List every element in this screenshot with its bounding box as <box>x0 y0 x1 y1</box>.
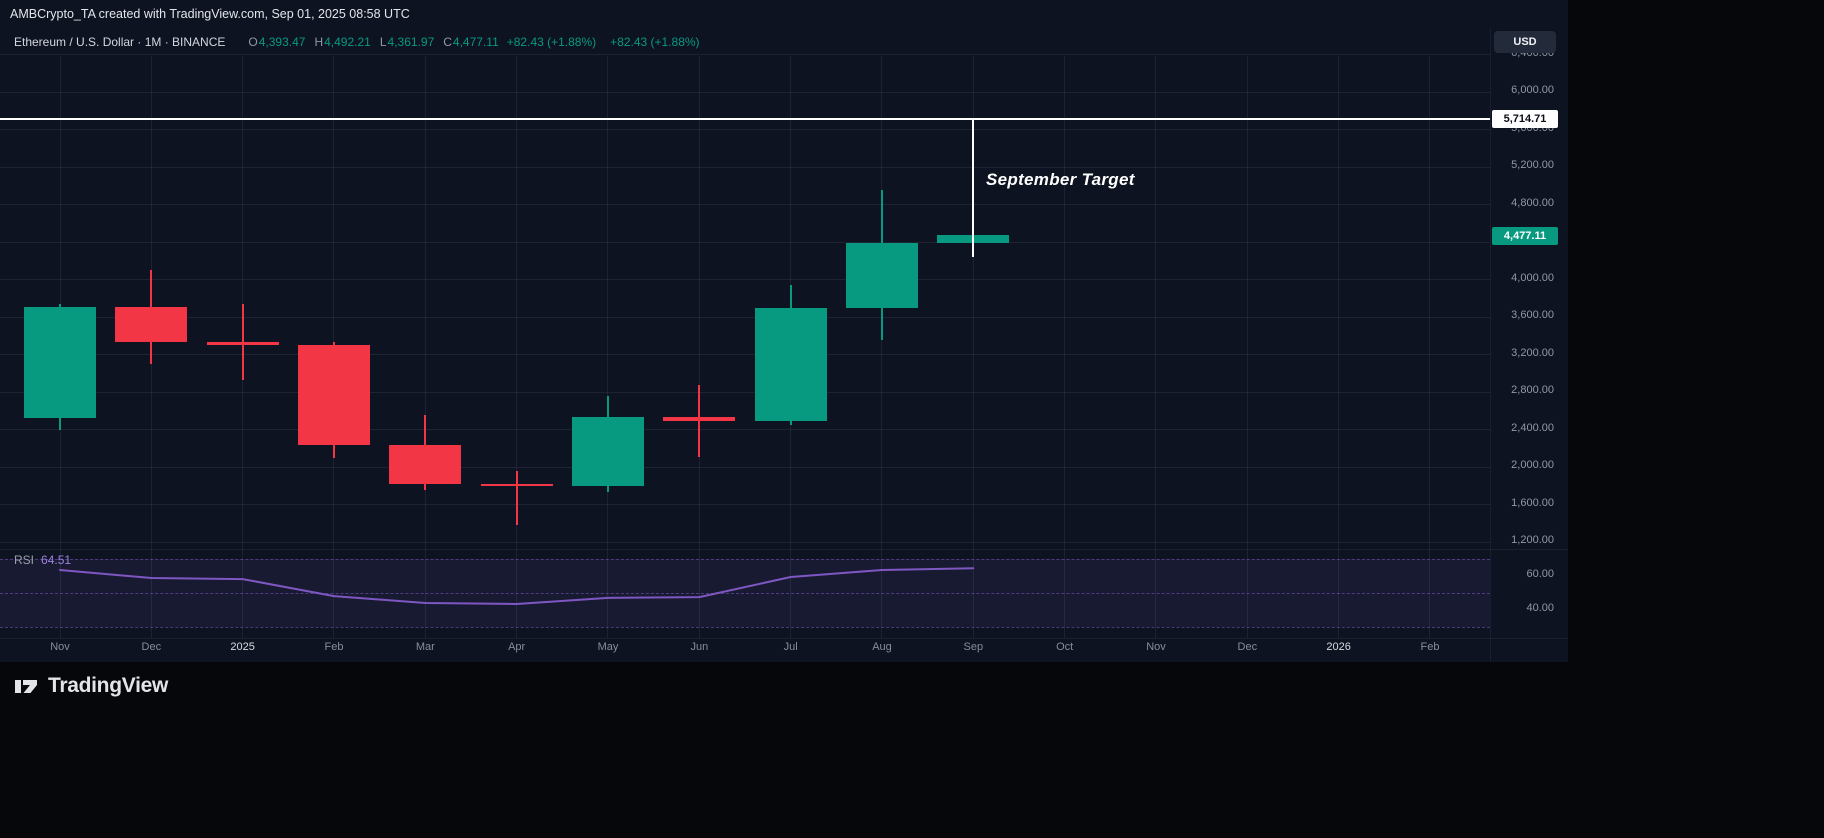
gridline-horizontal <box>0 204 1490 205</box>
gridline-horizontal <box>0 354 1490 355</box>
gridline-vertical <box>1338 56 1340 638</box>
time-axis-label[interactable]: Mar <box>415 641 435 653</box>
target-price-axis-label[interactable]: 5,714.71 <box>1492 110 1558 128</box>
symbol-title[interactable]: Ethereum / U.S. Dollar · 1M · BINANCE <box>14 35 226 49</box>
pane-separator-main-rsi[interactable] <box>0 549 1568 550</box>
target-price-line[interactable] <box>0 117 1490 120</box>
gridline-horizontal <box>0 541 1490 543</box>
candle-body <box>845 242 918 308</box>
gridline-horizontal <box>0 391 1490 393</box>
candle-body <box>754 307 827 422</box>
price-axis-border <box>1490 28 1491 662</box>
time-axis-label[interactable]: Nov <box>50 641 70 653</box>
rsi-band-line <box>0 627 1490 628</box>
price-axis-label[interactable]: 2,000.00 <box>1511 459 1554 471</box>
price-axis-label[interactable]: 2,800.00 <box>1511 384 1554 396</box>
price-axis-label[interactable]: 4,800.00 <box>1511 196 1554 209</box>
gridline-horizontal <box>0 54 1490 55</box>
symbol-bar: Ethereum / U.S. Dollar · 1M · BINANCE O4,… <box>14 35 700 49</box>
time-axis-label[interactable]: Feb <box>1420 641 1440 653</box>
ohlc-readout: O4,393.47 H4,492.21 L4,361.97 C4,477.11 +82.… <box>239 35 596 49</box>
price-axis-label[interactable]: 4,000.00 <box>1511 271 1554 284</box>
gridline-horizontal <box>0 466 1490 468</box>
ohlc-key: L <box>379 35 387 49</box>
gridline-horizontal <box>0 504 1490 505</box>
time-axis-label[interactable]: Aug <box>872 641 892 653</box>
ohlc-key: H <box>314 35 324 49</box>
candle-body <box>24 307 96 419</box>
candle-body <box>297 345 370 445</box>
rsi-legend[interactable]: RSI 64.51 <box>14 553 71 567</box>
candle-body <box>571 417 644 487</box>
time-axis-label[interactable]: 2025 <box>230 641 255 653</box>
tradingview-logo-text: TradingView <box>48 674 169 697</box>
gridline-horizontal <box>0 241 1490 243</box>
gridline-horizontal <box>0 316 1490 318</box>
rsi-band-line <box>0 559 1490 560</box>
time-axis-label[interactable]: Oct <box>1056 641 1074 653</box>
currency-toggle-button[interactable]: USD <box>1494 31 1556 53</box>
rsi-indicator-value: 64.51 <box>41 553 72 567</box>
time-axis-label[interactable]: Dec <box>1237 641 1258 653</box>
gridline-vertical <box>1155 56 1157 638</box>
price-axis-label[interactable]: 2,400.00 <box>1511 421 1554 434</box>
gridline-horizontal <box>0 429 1490 430</box>
time-axis-label[interactable]: Nov <box>1146 641 1166 653</box>
gridline-vertical <box>424 56 426 638</box>
rsi-indicator-name: RSI <box>14 553 35 567</box>
candle-body <box>480 483 553 487</box>
gridline-vertical <box>972 56 974 638</box>
september-target-annotation[interactable]: September Target <box>986 170 1135 189</box>
price-axis-label[interactable]: 3,200.00 <box>1511 346 1554 359</box>
ohlc-key: C <box>443 35 452 49</box>
time-axis-label[interactable]: Apr <box>508 641 526 653</box>
time-axis-label[interactable]: 2026 <box>1326 641 1351 653</box>
ohlc-value: 4,393.47 <box>258 35 306 49</box>
candle-body <box>663 417 736 422</box>
candle-wick <box>515 471 518 525</box>
ohlc-value: 4,477.11 <box>452 35 499 49</box>
change-readout-secondary: +82.43 (+1.88%) <box>610 35 700 49</box>
rsi-axis-label[interactable]: 60.00 <box>1526 568 1554 580</box>
gridline-horizontal <box>0 166 1490 168</box>
gridline-vertical <box>881 56 883 638</box>
price-axis-label[interactable]: 1,200.00 <box>1511 534 1554 546</box>
ohlc-value: 4,361.97 <box>387 35 435 49</box>
current-price-axis-label: 4,477.11 <box>1492 227 1558 245</box>
rsi-band-line <box>0 593 1490 594</box>
ohlc-value: 4,492.21 <box>324 35 371 49</box>
tradingview-logo[interactable]: TradingView <box>12 672 168 700</box>
target-vertical-line[interactable] <box>972 118 975 257</box>
time-axis-label[interactable]: Jul <box>783 641 798 653</box>
gridline-vertical <box>1429 56 1431 638</box>
gridline-vertical <box>1064 56 1066 638</box>
attribution-text: AMBCrypto_TA created with TradingView.co… <box>10 7 410 21</box>
time-axis-label[interactable]: Jun <box>690 641 709 653</box>
gridline-horizontal <box>0 279 1490 280</box>
change-readout: +82.43 (+1.88%) <box>506 35 597 49</box>
price-axis-label[interactable]: 3,600.00 <box>1511 309 1554 321</box>
price-axis-label[interactable]: 1,600.00 <box>1511 496 1554 509</box>
time-axis-label[interactable]: Sep <box>963 641 984 653</box>
gridline-vertical <box>1246 56 1248 638</box>
gridline-vertical <box>698 56 700 638</box>
gridline-vertical <box>607 56 609 638</box>
tradingview-logo-icon <box>12 672 40 700</box>
time-axis-label[interactable]: May <box>597 641 619 653</box>
time-axis-label[interactable]: Feb <box>324 641 344 653</box>
pane-separator-rsi-timeaxis <box>0 638 1568 639</box>
gridline-vertical <box>516 56 518 638</box>
price-axis-label[interactable]: 5,200.00 <box>1511 159 1554 171</box>
gridline-horizontal <box>0 91 1490 93</box>
candle-body <box>389 444 462 484</box>
ohlc-key: O <box>248 35 258 49</box>
time-axis-label[interactable]: Dec <box>141 641 162 653</box>
candle-body <box>115 307 188 342</box>
rsi-axis-label[interactable]: 40.00 <box>1526 602 1554 614</box>
price-axis-label[interactable]: 6,000.00 <box>1511 84 1554 96</box>
gridline-horizontal <box>0 129 1490 130</box>
candle-body <box>206 341 279 346</box>
